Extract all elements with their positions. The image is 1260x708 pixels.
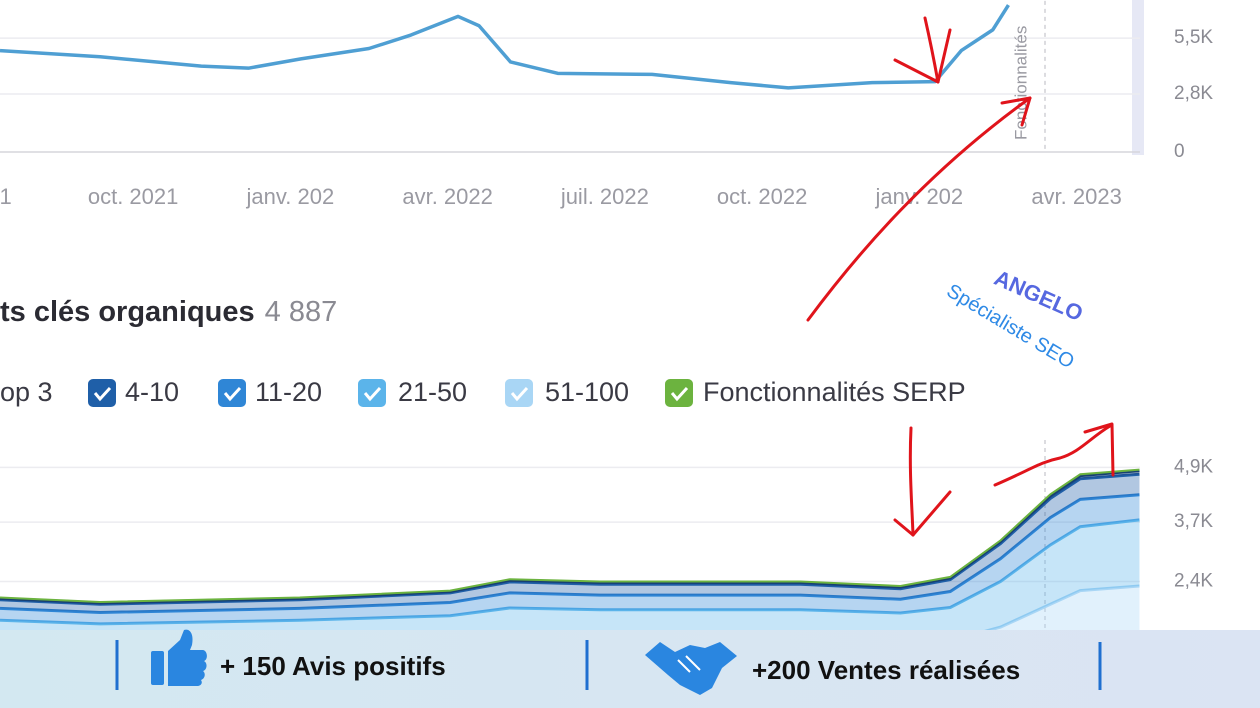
area-fill [953,586,1140,640]
area-fill [0,519,1140,640]
legend-label: 11-20 [255,377,322,407]
arrow-head [893,490,952,537]
y-tick-label: 3,7K [1174,511,1213,532]
area-edge [500,584,1140,640]
x-tick-label: juil. 2022 [560,184,649,209]
banner-bg [0,630,1260,708]
x-tick-label: oct. 2021 [88,184,179,209]
title-value: 4 887 [265,296,338,328]
chart-1-labels: 0 2,8K 5,5K 21 oct. 2021 janv. 202 avr. 2022 ju… [0,27,1213,209]
chart-2 [0,440,1140,640]
y-tick-label: 5,5K [1174,27,1213,48]
legend-label: 51-100 [545,377,629,407]
legend-label: Fonctionnalités SERP [703,377,966,407]
legend-label: op 3 [0,377,53,407]
legend-label: 4-10 [125,377,179,407]
arrow-head [1083,422,1115,477]
area-edge [0,493,1140,615]
title-text: ts clés organiques [0,296,255,328]
legend-swatch [88,379,116,407]
legend-check [223,386,242,402]
banner-item: +200 Ventes réalisées [752,655,1020,685]
red-annotations [806,16,1115,537]
area-fill [0,494,1140,624]
arrow-head [1000,96,1032,127]
y-tick-label: 4,9K [1174,456,1213,477]
x-tick-label: janv. 202 [246,184,335,209]
arrow-head [893,28,952,84]
x-tick-label: 21 [0,184,12,209]
arrow [806,96,1032,322]
legend-swatch [505,379,533,407]
x-tick-label: janv. 202 [875,184,964,209]
x-tick-label: avr. 2022 [402,184,493,209]
area-edge [0,468,1140,604]
legend-check [93,386,112,402]
chart-1: Fonctionnalités [0,0,1140,153]
annotation: Fonctionnalités [1011,26,1030,140]
arrow [993,424,1112,487]
legend-swatch [665,379,693,407]
y-tick-label: 0 [1174,141,1185,162]
chart-2-labels: 2,4K 3,7K 4,9K op 3 4-10 11-20 21-50 51-100 Fonc… [0,377,1213,591]
scroll-band [1132,0,1144,155]
legend-label: 21-50 [398,377,467,407]
handshake-icon [645,642,737,695]
legend-check [670,386,689,402]
arrow [908,426,915,537]
legend-check [510,386,529,402]
legend-swatch [358,379,386,407]
x-tick-label: oct. 2022 [717,184,808,209]
thumb-icon [151,629,207,686]
line [0,4,1010,90]
banner-item: + 150 Avis positifs [220,651,446,681]
area-edge [0,518,1140,626]
legend-check [363,386,382,402]
legend-swatch [218,379,246,407]
y-tick-label: 2,4K [1174,570,1213,591]
chart-2-title: ts clés organiques 4 887 [0,296,337,328]
y-tick-label: 2,8K [1174,83,1213,104]
banner: + 150 Avis positifs +200 Ventes réalisée… [0,629,1260,708]
arrow [923,16,940,84]
x-tick-label: avr. 2023 [1031,184,1122,209]
